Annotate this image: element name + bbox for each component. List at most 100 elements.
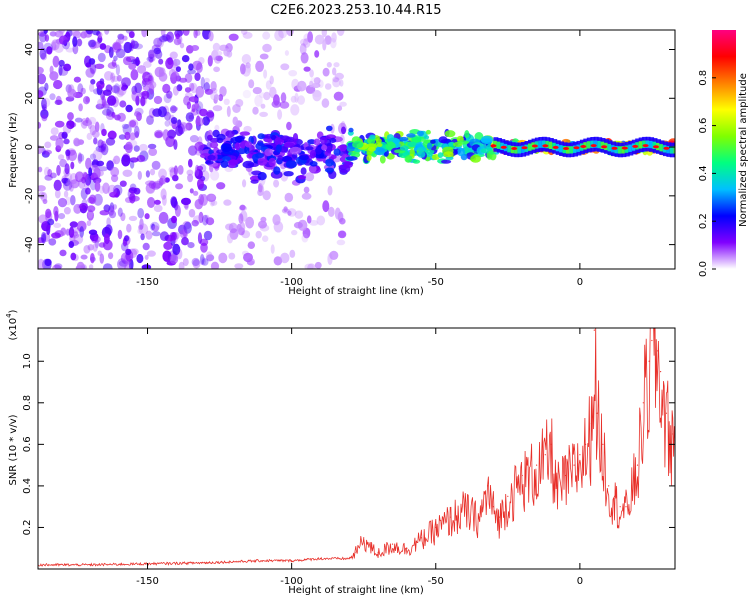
- spectrogram-cell: [39, 32, 47, 43]
- spectrogram-cell: [87, 119, 92, 130]
- snr-point: [507, 495, 509, 497]
- spectrogram-cell: [490, 144, 497, 148]
- spectrogram-cell: [209, 194, 215, 201]
- spectrogram-cell: [85, 157, 92, 170]
- spectrogram-cell: [58, 213, 66, 220]
- spectrogram-cell: [97, 52, 106, 63]
- spectrogram-cell: [128, 62, 137, 70]
- spectrogram-cell: [541, 140, 547, 148]
- spectrogram-cell: [219, 86, 227, 97]
- spectrogram-cell: [138, 223, 149, 235]
- snr-point: [613, 495, 616, 497]
- spectrogram-cell: [78, 153, 85, 162]
- spectrogram-cell: [55, 137, 64, 150]
- spectrogram-cell: [63, 168, 70, 177]
- snr-point: [363, 537, 365, 539]
- spectrogram-cell: [163, 241, 173, 250]
- spectrogram-cell: [117, 33, 125, 40]
- spectrogram-cell: [105, 111, 115, 120]
- spectrogram-cell: [293, 221, 303, 229]
- spectrogram-cell: [669, 146, 675, 154]
- spectrogram-y-ticks: -40 -20 0 20 40: [24, 43, 675, 253]
- spectrogram-cell: [278, 30, 288, 39]
- spectrogram-cell: [102, 263, 113, 269]
- spectrogram-cell: [186, 101, 192, 110]
- spectrogram-cell: [448, 142, 454, 147]
- snr-point: [262, 560, 264, 562]
- spectrogram-cell: [113, 155, 121, 165]
- spectrogram-cell: [621, 146, 628, 150]
- colorbar-label: Normalized spectral amplitude: [738, 73, 749, 227]
- spectrogram-cell: [181, 55, 190, 63]
- spectrogram-cell: [113, 55, 118, 62]
- spectrogram-cell: [147, 143, 157, 150]
- spectrogram-cell: [38, 66, 44, 75]
- snr-point: [579, 454, 581, 456]
- spectrogram-cell: [336, 105, 343, 111]
- spectrogram-cell: [68, 241, 75, 248]
- spectrogram-cell: [65, 228, 70, 236]
- spectrogram-cell: [101, 95, 106, 107]
- snr-point: [492, 506, 494, 508]
- spectrogram-cell: [58, 30, 65, 34]
- spectrogram-cell: [128, 215, 138, 221]
- spectrogram-cell: [552, 145, 559, 149]
- spectrogram-cell: [119, 100, 127, 108]
- spectrogram-cell: [234, 263, 244, 269]
- spectrogram-cell: [99, 43, 107, 50]
- spectrogram-cell: [199, 254, 205, 265]
- spectrogram-cell: [200, 76, 205, 89]
- spectrogram-cell: [58, 66, 69, 76]
- spectrogram-cell: [632, 144, 639, 148]
- spectrogram-cell: [307, 31, 313, 43]
- spectrogram-cell: [185, 112, 195, 122]
- snr-y-axis-label: SNR (10 * v/v): [8, 414, 19, 485]
- spectrogram-cell: [600, 141, 606, 149]
- spectrogram-cell: [122, 169, 133, 177]
- spectrogram-cell: [49, 172, 57, 179]
- snr-point: [391, 543, 394, 545]
- spectrogram-cell: [198, 211, 204, 224]
- spectrogram-cell: [72, 36, 78, 47]
- spectrogram-cell: [493, 140, 499, 149]
- snr-point: [590, 423, 593, 425]
- spectrogram-cell: [245, 62, 251, 69]
- spectrogram-cell: [269, 75, 274, 85]
- spectrogram-cell: [312, 89, 322, 102]
- spectrogram-cell: [148, 180, 156, 189]
- spectrogram-cell: [417, 130, 424, 137]
- spectrogram-cell: [248, 79, 255, 89]
- spectrogram-cell: [115, 43, 123, 51]
- snr-point: [608, 485, 610, 487]
- spectrogram-cell: [70, 195, 76, 206]
- spectrogram-x-axis-label: Height of straight line (km): [288, 286, 424, 297]
- spectrogram-cell: [157, 106, 167, 118]
- snr-point: [478, 516, 480, 518]
- spectrogram-cell: [38, 73, 47, 85]
- spectrogram-cell: [144, 213, 150, 220]
- spectrogram-cell: [184, 92, 193, 98]
- spectrogram-cell: [257, 133, 265, 140]
- spectrogram-marks: [38, 30, 675, 269]
- spectrogram-cell: [172, 243, 181, 256]
- spectrogram-cell: [67, 88, 77, 99]
- spectrogram-cell: [136, 155, 146, 163]
- spectrogram-cell: [47, 169, 53, 177]
- snr-point: [631, 485, 633, 487]
- spectrogram-cell: [257, 172, 267, 181]
- spectrogram-cell: [91, 164, 99, 171]
- spectrogram-cell: [308, 165, 317, 173]
- snr-x-ticks: -150 -100 -50 0: [136, 328, 583, 587]
- snr-point: [435, 526, 437, 529]
- spectrogram-cell: [322, 200, 330, 213]
- snr-x-axis-label: Height of straight line (km): [288, 585, 424, 596]
- spectrogram-cell: [93, 177, 102, 184]
- spectrogram-cell: [118, 134, 126, 140]
- spectrogram-cell: [70, 161, 75, 170]
- spectrogram-cell: [303, 186, 310, 194]
- spectrogram-cell: [412, 159, 421, 164]
- spectrogram-cell: [44, 141, 52, 149]
- spectrogram-cell: [189, 135, 199, 143]
- spectrogram-cell: [324, 83, 332, 90]
- spectrogram-cell: [319, 136, 328, 144]
